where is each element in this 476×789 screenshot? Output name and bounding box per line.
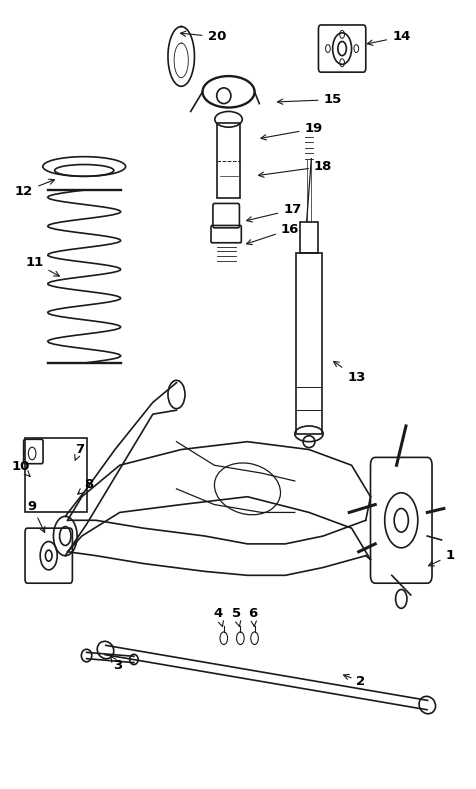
Text: 12: 12 (15, 179, 54, 198)
Text: 17: 17 (247, 204, 301, 222)
Text: 8: 8 (78, 478, 94, 494)
Text: 6: 6 (248, 607, 258, 626)
Text: 7: 7 (75, 443, 84, 460)
Text: 10: 10 (11, 460, 30, 477)
Text: 16: 16 (247, 223, 299, 245)
Text: 2: 2 (344, 675, 366, 688)
Text: 13: 13 (334, 361, 366, 383)
Text: 4: 4 (214, 607, 223, 626)
Text: 1: 1 (428, 549, 455, 566)
Text: 19: 19 (261, 122, 323, 140)
Text: 14: 14 (367, 30, 410, 45)
Text: 20: 20 (180, 30, 226, 43)
Text: 9: 9 (28, 499, 45, 533)
Text: 11: 11 (25, 256, 60, 276)
Text: 18: 18 (258, 160, 332, 178)
Text: 3: 3 (111, 656, 122, 672)
Text: 5: 5 (231, 607, 241, 626)
Text: 15: 15 (278, 93, 342, 107)
